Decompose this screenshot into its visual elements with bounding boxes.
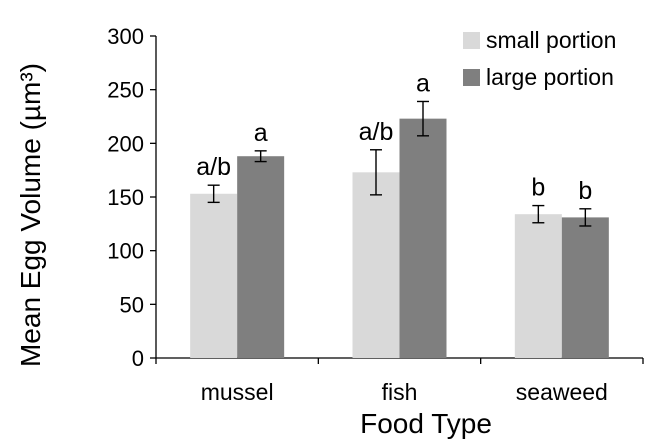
significance-label: a — [416, 69, 430, 97]
legend: small portion large portion — [463, 27, 616, 90]
significance-label: b — [578, 177, 592, 205]
y-tick-label: 0 — [132, 346, 144, 371]
legend-label: large portion — [486, 64, 614, 90]
legend-label: small portion — [486, 27, 616, 53]
significance-label: a/b — [196, 153, 231, 181]
bars — [190, 118, 609, 358]
y-tick-label: 150 — [107, 185, 144, 210]
significance-label: a — [254, 119, 268, 147]
y-tick-label: 200 — [107, 131, 144, 156]
y-axis-title: Mean Egg Volume (µm³) — [15, 63, 46, 367]
y-tick-label: 100 — [107, 239, 144, 264]
legend-swatch — [463, 69, 480, 86]
significance-labels: a/b a/b b a a b — [196, 69, 592, 204]
legend-swatch — [463, 32, 480, 49]
bar — [237, 156, 285, 358]
x-tick-label: fish — [382, 379, 418, 405]
bar — [190, 193, 238, 358]
y-tick-label: 300 — [107, 24, 144, 49]
x-axis-title: Food Type — [360, 408, 492, 439]
error-bars — [207, 100, 592, 227]
bar — [352, 172, 400, 358]
axes: 0 50 100 150 200 250 300 mussel fish seaweed — [107, 24, 644, 405]
x-tick-label: mussel — [201, 379, 274, 405]
bar — [399, 118, 447, 358]
significance-label: a/b — [359, 118, 394, 146]
y-tick-label: 50 — [120, 292, 144, 317]
y-tick-label: 250 — [107, 78, 144, 103]
bar — [514, 214, 562, 358]
significance-label: b — [531, 174, 545, 202]
bar — [561, 217, 609, 358]
x-tick-label: seaweed — [516, 379, 608, 405]
